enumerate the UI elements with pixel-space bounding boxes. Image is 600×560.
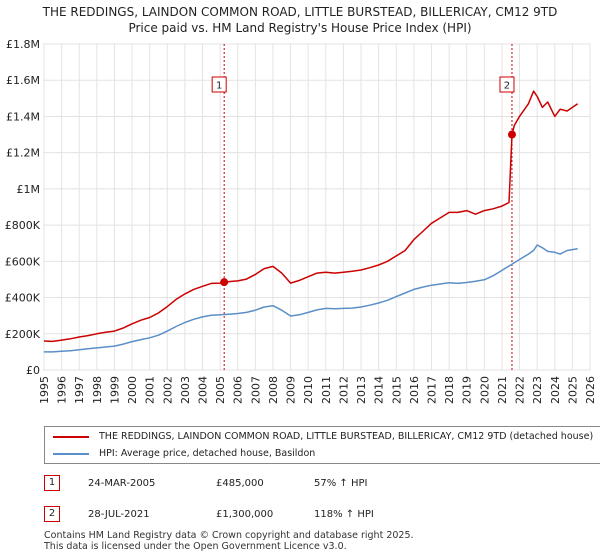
sale-marker-box [211, 76, 227, 93]
footer: Contains HM Land Registry data © Crown c… [44, 530, 414, 552]
property-price-line [43, 90, 579, 343]
y-tick-label: £1.2M [6, 147, 40, 160]
sale-price: £485,000 [216, 478, 264, 489]
series-lines [43, 90, 579, 353]
x-tick-label: 2005 [214, 376, 227, 404]
legend-item-hpi: HPI: Average price, detached house, Basi… [53, 446, 315, 462]
chart-title: THE REDDINGS, LAINDON COMMON ROAD, LITTL… [0, 4, 600, 36]
legend-swatch-property [53, 435, 89, 438]
y-tick-label: £0 [26, 364, 40, 377]
sale-marker-label: 2 [504, 81, 510, 92]
y-tick-label: £200K [5, 328, 41, 341]
footer-copyright: Contains HM Land Registry data © Crown c… [44, 530, 414, 541]
sale-date: 28-JUL-2021 [88, 509, 150, 520]
x-tick-label: 2015 [390, 376, 403, 404]
legend-item-property: THE REDDINGS, LAINDON COMMON ROAD, LITTL… [53, 429, 593, 445]
legend-label-hpi: HPI: Average price, detached house, Basi… [99, 448, 316, 459]
y-tick-label: £1.8M [6, 38, 40, 51]
x-tick-label: 2026 [584, 376, 597, 404]
x-tick-label: 2012 [337, 376, 350, 404]
x-tick-label: 2021 [496, 376, 509, 404]
y-axis-labels: £0 £200K £400K £600K £800K £1M £1.2M £1.4M £1.6M… [5, 38, 41, 377]
chart-title-line-2: Price paid vs. HM Land Registry's House … [128, 21, 472, 35]
legend-label-property: THE REDDINGS, LAINDON COMMON ROAD, LITTL… [99, 431, 594, 442]
x-tick-label: 2002 [161, 376, 174, 404]
sale-number-badge: 1 [44, 475, 60, 491]
sale-row-1: 1 24-MAR-2005 £485,000 57% ↑ HPI [44, 475, 464, 492]
x-tick-label: 1996 [56, 376, 69, 404]
sale-hpi-change: 118% ↑ HPI [314, 509, 374, 520]
x-tick-label: 1999 [108, 376, 121, 404]
sale-number-badge: 2 [44, 506, 60, 522]
legend-swatch-hpi [53, 452, 89, 455]
x-tick-label: 2000 [126, 376, 139, 404]
sale-marker-box [499, 76, 515, 93]
x-tick-label: 1995 [38, 376, 51, 404]
sale-row-2: 2 28-JUL-2021 £1,300,000 118% ↑ HPI [44, 506, 464, 523]
x-tick-label: 2014 [373, 376, 386, 404]
x-tick-label: 2008 [267, 376, 280, 404]
x-tick-label: 2013 [355, 376, 368, 404]
sale-points [220, 130, 516, 287]
grid-lines [43, 43, 591, 371]
x-tick-label: 2001 [144, 376, 157, 404]
x-tick-label: 2025 [566, 376, 579, 404]
x-tick-label: 1997 [73, 376, 86, 404]
legend: THE REDDINGS, LAINDON COMMON ROAD, LITTL… [44, 426, 600, 464]
y-tick-label: £1.6M [6, 74, 40, 87]
x-tick-label: 2023 [531, 376, 544, 404]
x-tick-label: 2024 [549, 376, 562, 404]
sale-point [507, 130, 516, 139]
sale-date: 24-MAR-2005 [88, 478, 156, 489]
sale-hpi-change: 57% ↑ HPI [314, 478, 368, 489]
sale-price: £1,300,000 [216, 509, 274, 520]
x-tick-label: 2010 [302, 376, 315, 404]
x-tick-label: 2006 [232, 376, 245, 404]
x-tick-label: 2019 [461, 376, 474, 404]
y-tick-label: £600K [5, 255, 41, 268]
y-tick-label: £1.4M [6, 110, 40, 123]
x-tick-label: 2016 [408, 376, 421, 404]
price-chart: £0 £200K £400K £600K £800K £1M £1.2M £1.4M £1.6M… [5, 38, 597, 404]
footer-licence: This data is licensed under the Open Gov… [44, 541, 347, 552]
x-axis-labels: 1995 1996 1997 1998 1999 2000 2001 2002 2003 2004… [38, 376, 597, 404]
x-tick-label: 2009 [285, 376, 298, 404]
sale-marker-label: 1 [216, 81, 222, 92]
x-tick-label: 2007 [249, 376, 262, 404]
y-tick-label: £400K [5, 292, 41, 305]
y-tick-label: £800K [5, 219, 41, 232]
x-tick-label: 1998 [91, 376, 104, 404]
x-tick-label: 2004 [197, 376, 210, 404]
hpi-line [44, 244, 578, 353]
x-tick-label: 2003 [179, 376, 192, 404]
y-tick-label: £1M [17, 183, 41, 196]
x-tick-label: 2011 [320, 376, 333, 404]
sale-point [220, 278, 229, 287]
x-tick-label: 2022 [514, 376, 527, 404]
x-tick-label: 2018 [443, 376, 456, 404]
x-tick-label: 2017 [425, 376, 438, 404]
plot-area [43, 43, 591, 371]
chart-title-line-1: THE REDDINGS, LAINDON COMMON ROAD, LITTL… [42, 5, 558, 19]
x-tick-label: 2020 [478, 376, 491, 404]
